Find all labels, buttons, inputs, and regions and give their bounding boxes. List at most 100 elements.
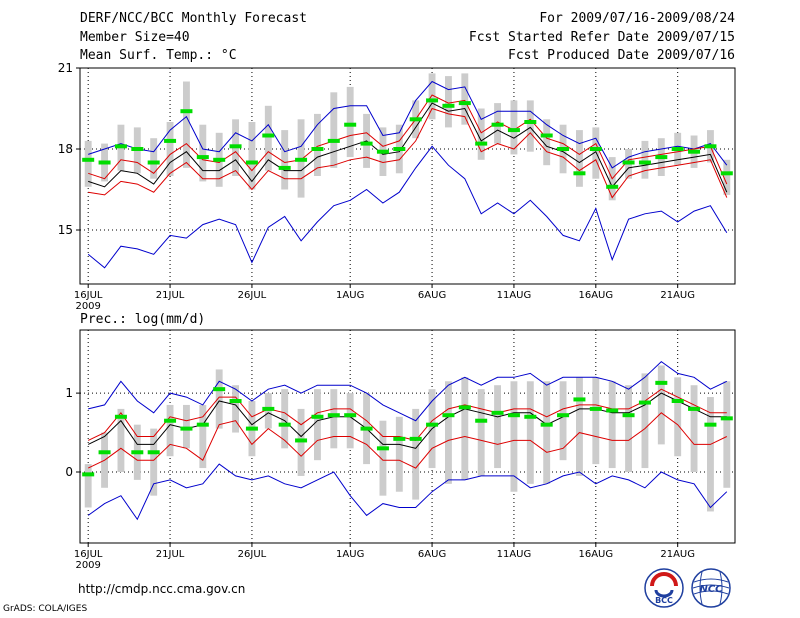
series-line-mean-plus: [88, 94, 728, 185]
median-marker: [409, 436, 422, 441]
range-box: [379, 420, 387, 496]
series-line-mean-plus: [87, 388, 727, 441]
median-marker: [245, 160, 258, 165]
median-marker: [507, 413, 520, 418]
range-box: [428, 73, 436, 120]
plot-frame: [79, 67, 736, 285]
x-tick-label-16jul: 16JUL: [74, 549, 103, 560]
median-marker: [196, 422, 209, 427]
median-marker: [704, 144, 717, 149]
y-tick-label-18: 18: [58, 142, 73, 156]
median-marker: [622, 160, 635, 165]
year-label: 2009: [75, 301, 100, 312]
series-line-min: [88, 80, 728, 169]
range-box: [150, 428, 158, 496]
median-marker: [278, 165, 291, 170]
median-marker: [213, 387, 226, 392]
range-box: [346, 86, 354, 158]
series-line-max: [87, 145, 728, 269]
range-box: [166, 122, 174, 176]
panel-prec: 16JUL 21JUL 26JUL 1AUG 6AUG 11AUG 16AUG 21AUG 20…: [65, 329, 736, 571]
range-box: [625, 385, 633, 472]
median-marker: [409, 117, 422, 122]
median-marker: [688, 149, 701, 154]
grads-credit: GrADS: COLA/IGES: [3, 604, 88, 614]
y-tick-label-15: 15: [58, 223, 73, 237]
range-box: [477, 389, 485, 476]
median-marker: [655, 155, 668, 160]
median-marker: [622, 413, 635, 418]
y-tick-label-21: 21: [58, 61, 73, 75]
median-marker: [327, 138, 340, 143]
x-tick-label-16jul: 16JUL: [74, 290, 103, 301]
range-box: [313, 389, 321, 461]
series-line-mean: [88, 102, 728, 193]
range-box: [346, 393, 354, 449]
bcc-logo: BCC: [644, 568, 684, 608]
range-box: [395, 416, 403, 492]
median-marker: [262, 406, 275, 411]
median-marker: [311, 414, 324, 419]
x-tick-label-21aug: 21AUG: [660, 549, 695, 560]
series-line-mean-minus: [88, 107, 728, 199]
y-tick-label-0: 0: [65, 465, 73, 479]
median-marker: [393, 436, 406, 441]
median-marker: [262, 133, 275, 138]
median-marker: [114, 144, 127, 149]
x-tick-label-1aug: 1AUG: [336, 290, 364, 301]
median-marker: [606, 408, 619, 413]
range-box: [150, 138, 158, 179]
forecast-started-label: Fcst Started Refer Date 2009/07/15: [468, 30, 735, 45]
x-tick-label-21jul: 21JUL: [156, 549, 185, 560]
range-box: [412, 408, 420, 500]
series-line-min: [87, 463, 728, 521]
median-marker: [147, 450, 160, 455]
median-marker: [507, 128, 520, 133]
range-box: [510, 100, 518, 155]
range-box: [281, 389, 289, 449]
median-marker: [229, 144, 242, 149]
range-box: [543, 381, 551, 484]
median-marker: [638, 400, 651, 405]
range-box: [117, 408, 125, 472]
median-marker: [589, 147, 602, 151]
median-marker: [164, 418, 177, 423]
year-label: 2009: [75, 560, 100, 571]
range-box: [510, 381, 518, 492]
median-marker: [638, 160, 651, 165]
median-marker: [295, 157, 308, 162]
range-box: [264, 105, 272, 171]
median-marker: [704, 422, 717, 427]
ncc-logo: NCC: [691, 568, 731, 608]
range-box: [657, 365, 665, 445]
median-marker: [557, 413, 570, 418]
range-box: [575, 130, 583, 187]
median-marker: [82, 157, 95, 162]
range-box: [166, 404, 174, 457]
range-box: [232, 385, 240, 433]
range-box: [461, 73, 469, 125]
median-marker: [606, 184, 619, 189]
range-box: [330, 92, 338, 168]
range-box: [461, 377, 469, 480]
range-box: [477, 108, 485, 160]
median-marker: [491, 410, 504, 415]
range-box: [313, 113, 321, 176]
median-marker: [213, 157, 226, 162]
median-marker: [442, 413, 455, 418]
median-marker: [557, 147, 570, 151]
range-box: [444, 381, 452, 484]
median-marker: [376, 149, 389, 154]
range-box: [575, 377, 583, 476]
range-box: [674, 377, 682, 457]
range-box: [723, 381, 731, 488]
median-marker: [327, 413, 340, 418]
median-marker: [131, 147, 144, 151]
series-line-max: [88, 360, 728, 422]
x-tick-label-11aug: 11AUG: [497, 290, 532, 301]
median-marker: [376, 446, 389, 451]
series-line-mean-minus: [87, 412, 728, 469]
median-marker: [671, 147, 684, 151]
x-tick-label-16aug: 16AUG: [578, 549, 613, 560]
